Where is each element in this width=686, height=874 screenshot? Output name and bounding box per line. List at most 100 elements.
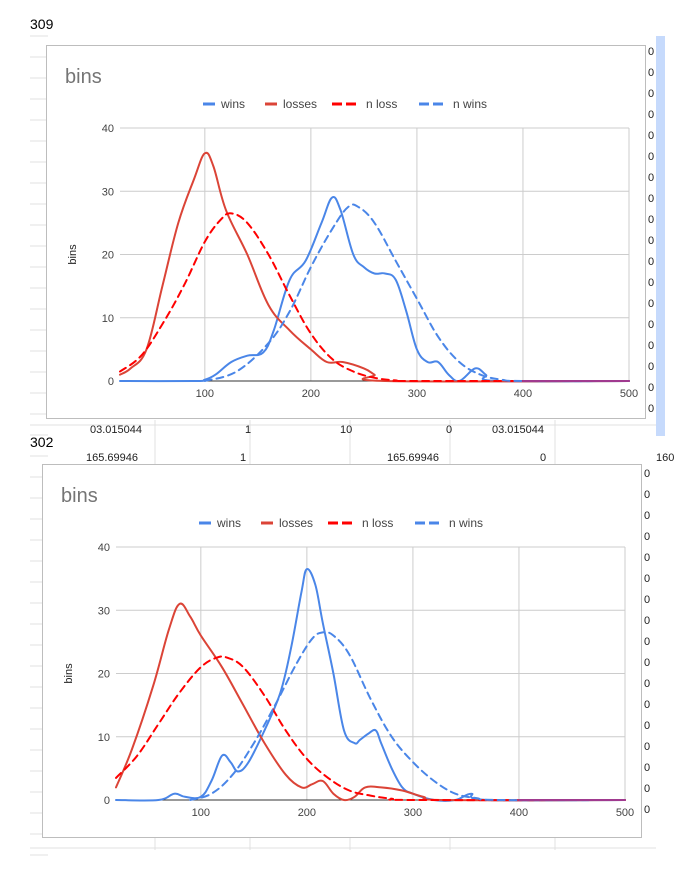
cell-value[interactable]: 10 xyxy=(340,424,353,436)
cell-value[interactable]: 165.69946 xyxy=(86,452,138,464)
cell-value[interactable]: 0 xyxy=(644,489,651,501)
cell-value[interactable]: 0 xyxy=(644,594,651,606)
cell-value[interactable]: 0 xyxy=(644,573,651,585)
series-line-n-wins[interactable] xyxy=(189,631,626,802)
y-tick-label: 30 xyxy=(102,186,114,198)
x-tick-label: 200 xyxy=(298,807,316,819)
x-tick-label: 100 xyxy=(196,388,214,400)
cell-value[interactable]: 0 xyxy=(648,130,655,142)
cell-value[interactable]: 03.015044 xyxy=(492,424,544,436)
x-tick-label: 300 xyxy=(404,807,422,819)
series-line-losses[interactable] xyxy=(119,151,630,383)
row-number-bottom: 302 xyxy=(30,434,54,450)
legend-item-wins[interactable]: wins xyxy=(203,97,245,111)
y-tick-label: 10 xyxy=(98,732,110,744)
legend-item-losses[interactable]: losses xyxy=(265,97,317,111)
cell-value[interactable]: 0 xyxy=(648,277,655,289)
cell-value[interactable]: 0 xyxy=(648,319,655,331)
cell-value[interactable]: 0 xyxy=(648,340,655,352)
x-tick-label: 100 xyxy=(192,807,210,819)
x-tick-label: 400 xyxy=(510,807,528,819)
legend-label: wins xyxy=(220,97,245,111)
cell-value[interactable]: 0 xyxy=(644,468,651,480)
x-tick-label: 500 xyxy=(620,388,638,400)
cell-value[interactable]: 0 xyxy=(644,783,651,795)
cell-value[interactable]: 0 xyxy=(648,214,655,226)
chart-title: bins xyxy=(61,485,98,507)
x-tick-label: 500 xyxy=(616,807,634,819)
legend-label: losses xyxy=(283,97,317,111)
series-line-losses[interactable] xyxy=(115,602,626,802)
series-line-wins[interactable] xyxy=(119,196,630,383)
cell-value[interactable]: 0 xyxy=(644,510,651,522)
legend-label: n wins xyxy=(453,97,487,111)
cell-value[interactable]: 0 xyxy=(644,699,651,711)
y-tick-label: 40 xyxy=(102,123,114,135)
y-axis-title: bins xyxy=(67,244,79,265)
legend-label: n loss xyxy=(366,97,397,111)
y-tick-label: 20 xyxy=(102,250,114,262)
legend-label: wins xyxy=(216,516,241,530)
legend-item-n-wins[interactable]: n wins xyxy=(415,516,483,530)
cell-value[interactable]: 0 xyxy=(540,452,547,464)
legend-label: n wins xyxy=(449,516,483,530)
series-line-n-loss[interactable] xyxy=(119,212,630,383)
y-tick-label: 40 xyxy=(98,542,110,554)
cell-value[interactable]: 0 xyxy=(648,109,655,121)
cell-value[interactable]: 0 xyxy=(644,615,651,627)
y-tick-label: 30 xyxy=(98,605,110,617)
cell-value[interactable]: 1 xyxy=(245,424,252,436)
cell-value[interactable]: 0 xyxy=(644,552,651,564)
series-line-wins[interactable] xyxy=(115,568,626,802)
cell-value[interactable]: 0 xyxy=(644,804,651,816)
cell-value[interactable]: 0 xyxy=(648,382,655,394)
y-tick-label: 20 xyxy=(98,669,110,681)
cell-value[interactable]: 0 xyxy=(644,762,651,774)
cell-value[interactable]: 0 xyxy=(648,256,655,268)
legend-item-losses[interactable]: losses xyxy=(261,516,313,530)
cell-value[interactable]: 0 xyxy=(648,46,655,58)
cell-value[interactable]: 0 xyxy=(648,298,655,310)
legend-label: n loss xyxy=(362,516,393,530)
series-line-n-loss[interactable] xyxy=(115,655,626,802)
cell-value[interactable]: 03.015044 xyxy=(90,424,142,436)
cell-value[interactable]: 0 xyxy=(644,636,651,648)
chart-panel-top[interactable]: bins 0 10 20 30 40 100 200 300 400 500 bins wins los… xyxy=(46,45,646,419)
legend-item-wins[interactable]: wins xyxy=(199,516,241,530)
cell-value[interactable]: 1 xyxy=(240,452,247,464)
legend-item-n-loss[interactable]: n loss xyxy=(332,97,397,111)
chart-title: bins xyxy=(65,66,102,88)
cell-value[interactable]: 0 xyxy=(644,657,651,669)
y-tick-label: 10 xyxy=(102,313,114,325)
legend-item-n-loss[interactable]: n loss xyxy=(328,516,393,530)
cell-value[interactable]: 0 xyxy=(648,151,655,163)
y-tick-label: 0 xyxy=(108,376,114,388)
cell-value[interactable]: 0 xyxy=(648,172,655,184)
cell-value[interactable]: 0 xyxy=(648,193,655,205)
chart-panel-bottom[interactable]: bins 0 10 20 30 40 100 200 300 400 500 bins wins los… xyxy=(42,464,642,838)
legend-label: losses xyxy=(279,516,313,530)
line-chart: 0 10 20 30 40 100 200 300 400 500 bins wins losses n … xyxy=(63,516,634,819)
y-tick-label: 0 xyxy=(104,795,110,807)
line-chart: 0 10 20 30 40 100 200 300 400 500 bins wins losses n … xyxy=(67,97,638,400)
cell-value[interactable]: 0 xyxy=(648,361,655,373)
cell-value[interactable]: 0 xyxy=(648,88,655,100)
y-axis-title: bins xyxy=(63,663,75,684)
cell-value[interactable]: 0 xyxy=(644,678,651,690)
cell-value[interactable]: 165.69946 xyxy=(387,452,439,464)
cell-value[interactable]: 0 xyxy=(644,531,651,543)
legend-item-n-wins[interactable]: n wins xyxy=(419,97,487,111)
selection-highlight xyxy=(656,36,665,436)
x-tick-label: 400 xyxy=(514,388,532,400)
cell-value[interactable]: 0 xyxy=(446,424,453,436)
x-tick-label: 300 xyxy=(408,388,426,400)
cell-value[interactable]: 0 xyxy=(644,741,651,753)
row-number-top: 309 xyxy=(30,16,54,32)
cell-value[interactable]: 0 xyxy=(648,403,655,415)
series-line-n-wins[interactable] xyxy=(203,203,630,383)
cell-value[interactable]: 0 xyxy=(644,720,651,732)
cell-value[interactable]: 160 xyxy=(656,452,675,464)
cell-value[interactable]: 0 xyxy=(648,235,655,247)
x-tick-label: 200 xyxy=(302,388,320,400)
cell-value[interactable]: 0 xyxy=(648,67,655,79)
